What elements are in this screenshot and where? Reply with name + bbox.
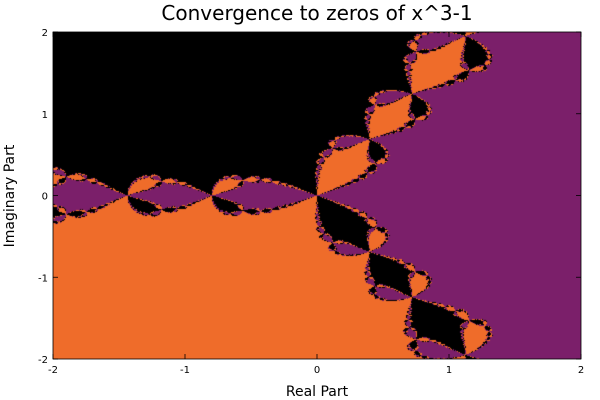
x-axis: -2 -1 0 1 2 [48, 32, 584, 376]
chart-title: Convergence to zeros of x^3-1 [161, 1, 472, 25]
newton-fractal-heatmap [53, 32, 581, 359]
y-tick-label: 2 [42, 28, 48, 39]
x-tick-label: -2 [48, 365, 58, 376]
x-tick-label: -1 [180, 365, 190, 376]
y-tick-label: -2 [38, 355, 48, 366]
y-tick-label: 1 [42, 110, 48, 121]
y-axis-label: Imaginary Part [2, 144, 18, 247]
x-tick-label: 2 [578, 365, 584, 376]
y-tick-label: 0 [42, 192, 48, 203]
x-tick-label: 1 [446, 365, 452, 376]
y-axis: -2 -1 0 1 2 [38, 28, 581, 366]
x-tick-label: 0 [314, 365, 320, 376]
x-axis-label: Real Part [286, 384, 349, 400]
y-tick-label: -1 [38, 273, 48, 284]
plot-area [52, 31, 582, 360]
